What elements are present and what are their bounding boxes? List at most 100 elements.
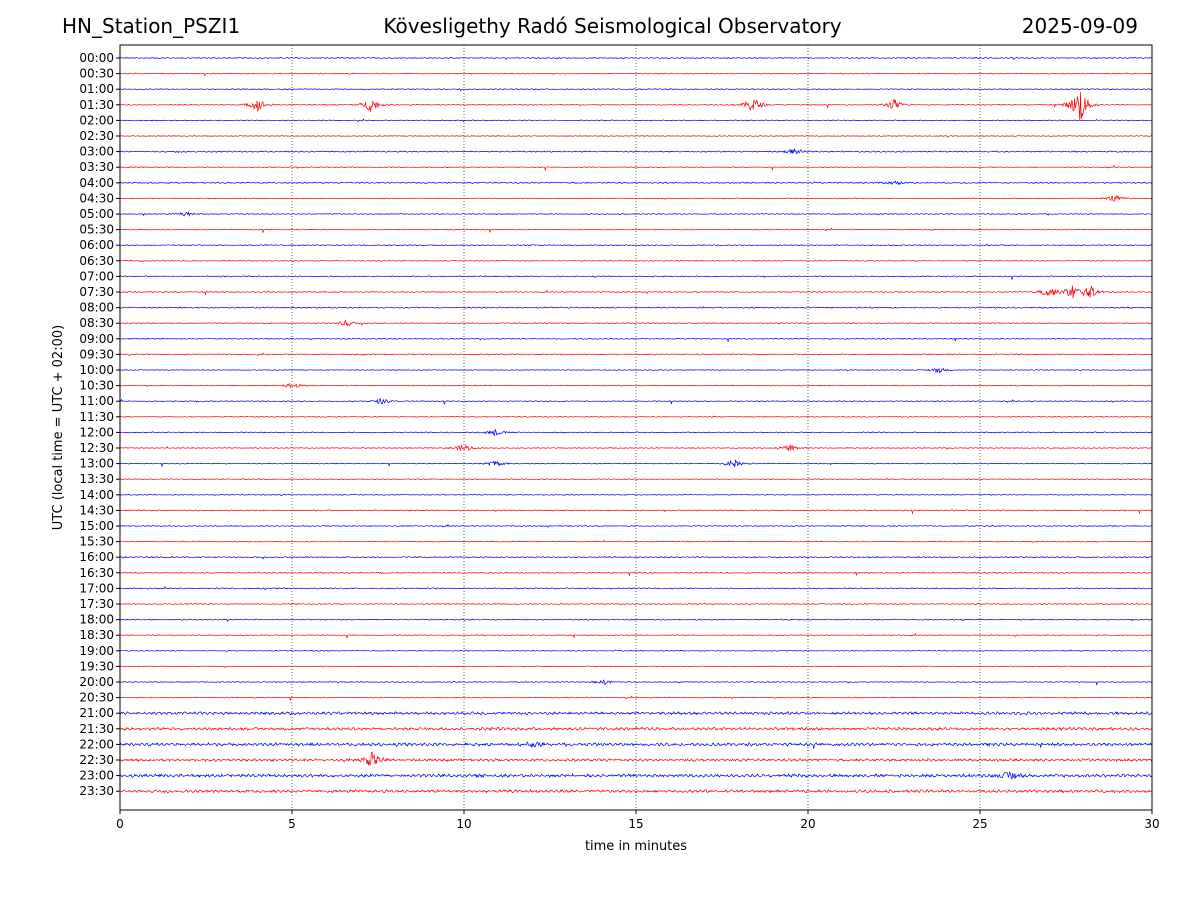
y-tick-label: 20:30	[79, 691, 114, 705]
x-tick-label: 15	[628, 817, 643, 831]
y-axis-label: UTC (local time = UTC + 02:00)	[51, 325, 66, 530]
seismic-trace	[119, 195, 1153, 202]
seismic-trace	[120, 88, 1153, 92]
y-tick-label: 13:30	[79, 472, 114, 486]
y-tick-label: 19:30	[79, 659, 114, 673]
y-tick-label: 21:00	[79, 706, 114, 720]
seismic-trace	[119, 415, 1153, 418]
y-tick-label: 04:00	[79, 176, 114, 190]
y-tick-label: 03:30	[79, 160, 114, 174]
seismic-trace	[119, 555, 1153, 560]
seismic-trace	[119, 539, 1153, 543]
seismic-trace	[119, 679, 1152, 686]
seismic-trace	[120, 227, 1153, 234]
y-tick-label: 18:00	[79, 613, 114, 627]
y-tick-label: 15:30	[79, 535, 114, 549]
seismic-trace	[119, 306, 1152, 310]
x-tick-label: 0	[116, 817, 124, 831]
y-tick-label: 22:00	[79, 737, 114, 751]
y-tick-label: 08:00	[79, 301, 114, 315]
seismic-trace	[119, 726, 1153, 732]
seismic-trace	[119, 443, 1152, 452]
y-tick-label: 08:30	[79, 316, 114, 330]
station-name: HN_Station_PSZI1	[62, 14, 241, 38]
seismic-trace	[120, 585, 1153, 591]
seismic-trace	[119, 367, 1153, 374]
y-tick-label: 15:00	[79, 519, 114, 533]
seismic-trace	[119, 493, 1153, 497]
y-tick-label: 17:00	[79, 581, 114, 595]
seismic-trace	[120, 164, 1153, 172]
seismic-trace	[119, 180, 1153, 186]
y-tick-label: 03:00	[79, 145, 114, 159]
seismic-trace	[119, 632, 1153, 640]
y-tick-label: 19:00	[79, 644, 114, 658]
seismic-trace	[119, 665, 1153, 669]
y-tick-label: 16:30	[79, 566, 114, 580]
x-tick-label: 25	[972, 817, 987, 831]
seismic-trace	[119, 788, 1153, 794]
y-tick-label: 01:30	[79, 98, 114, 112]
x-tick-label: 10	[456, 817, 471, 831]
y-tick-label: 16:00	[79, 550, 114, 564]
x-tick-label: 5	[288, 817, 296, 831]
y-tick-label: 20:00	[79, 675, 114, 689]
x-axis-label: time in minutes	[585, 839, 687, 854]
y-tick-label: 06:00	[79, 238, 114, 252]
y-tick-label: 18:30	[79, 628, 114, 642]
seismic-trace	[120, 352, 1152, 357]
y-tick-label: 14:30	[79, 503, 114, 517]
x-tick-label: 30	[1144, 817, 1159, 831]
y-tick-label: 17:30	[79, 597, 114, 611]
seismic-trace	[119, 571, 1153, 577]
y-tick-label: 09:30	[79, 347, 114, 361]
y-tick-label: 10:00	[79, 363, 114, 377]
plot-frame	[119, 44, 1153, 811]
seismic-trace	[119, 523, 1153, 528]
seismic-trace	[119, 135, 1153, 138]
y-tick-label: 02:30	[79, 129, 114, 143]
y-tick-label: 01:00	[79, 82, 114, 96]
trace-layer	[119, 56, 1153, 794]
y-tick-label: 21:30	[79, 722, 114, 736]
seismic-trace	[119, 459, 1153, 468]
seismic-trace	[119, 602, 1153, 606]
y-tick-label: 04:30	[79, 191, 114, 205]
y-tick-label: 00:00	[79, 51, 114, 65]
seismic-trace	[119, 118, 1153, 123]
y-tick-label: 13:00	[79, 457, 114, 471]
seismic-trace	[119, 91, 1153, 121]
y-tick-label: 09:00	[79, 332, 114, 346]
seismic-trace	[119, 695, 1153, 702]
seismic-trace	[119, 243, 1153, 247]
seismic-trace	[119, 148, 1153, 155]
chart-title: Kövesligethy Radó Seismological Observat…	[383, 14, 842, 38]
y-tick-label: 07:00	[79, 269, 114, 283]
seismic-trace	[119, 72, 1153, 77]
y-tick-label: 12:30	[79, 441, 114, 455]
y-tick-label: 06:30	[79, 254, 114, 268]
y-tick-label: 14:00	[79, 488, 114, 502]
seismic-trace	[119, 770, 1153, 780]
seismic-trace	[119, 618, 1153, 623]
seismic-trace	[120, 337, 1153, 343]
seismic-trace	[119, 285, 1153, 299]
seismic-trace	[119, 741, 1152, 749]
seismic-trace	[119, 259, 1153, 263]
y-tick-label: 02:00	[79, 113, 114, 127]
y-tick-label: 00:30	[79, 67, 114, 81]
grid-layer	[291, 45, 981, 810]
y-tick-label: 23:30	[79, 784, 114, 798]
y-tick-label: 07:30	[79, 285, 114, 299]
seismic-trace	[119, 429, 1153, 437]
y-tick-label: 11:00	[79, 394, 114, 408]
seismic-trace	[119, 382, 1153, 389]
seismic-trace	[119, 649, 1153, 652]
seismic-trace	[119, 751, 1153, 767]
seismic-trace	[119, 397, 1153, 406]
x-tick-label: 20	[800, 817, 815, 831]
y-tick-label: 10:30	[79, 379, 114, 393]
seismic-trace	[119, 710, 1153, 716]
